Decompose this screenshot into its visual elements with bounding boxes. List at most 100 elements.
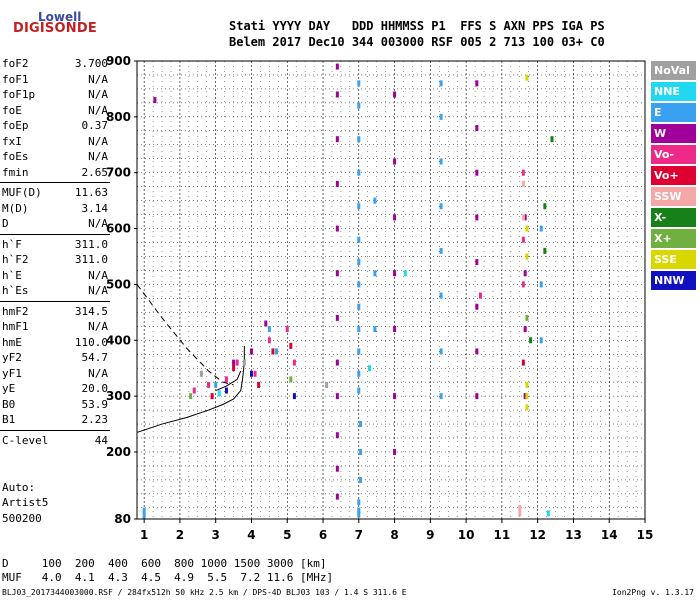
echo-point xyxy=(199,370,203,377)
echo-points xyxy=(142,63,554,520)
legend-item-noval: NoVal xyxy=(651,61,696,80)
plot-frame xyxy=(136,60,646,520)
echo-point xyxy=(475,214,479,221)
x-tick-label: 11 xyxy=(494,528,511,542)
echo-point xyxy=(335,63,339,70)
echo-point xyxy=(267,337,271,344)
y-tick-label: 800 xyxy=(106,110,131,124)
param-row: foF2 3.700 xyxy=(2,57,108,71)
echo-point xyxy=(521,236,525,243)
echo-point xyxy=(439,393,443,400)
echo-point xyxy=(207,381,211,388)
echo-point xyxy=(373,197,377,204)
echo-point xyxy=(217,390,221,397)
echo-point xyxy=(523,326,527,333)
echo-point xyxy=(439,203,443,210)
y-tick-labels: 80 200 300 400 500 600 700 800 900 xyxy=(106,54,137,526)
param-row: B1 2.23 xyxy=(2,413,108,427)
param-row: MUF(D) 11.63 xyxy=(2,186,108,200)
echo-point xyxy=(335,270,339,277)
param-value: 3.14 xyxy=(81,201,109,215)
echo-point xyxy=(439,247,443,254)
echo-point xyxy=(393,270,397,277)
param-name: foF1p xyxy=(2,88,36,101)
echo-point xyxy=(525,253,529,260)
param-name: foEp xyxy=(2,119,29,132)
param-name: h`E xyxy=(2,268,22,282)
echo-point xyxy=(475,259,479,266)
param-value: N/A xyxy=(88,366,108,380)
param-separator xyxy=(0,233,110,235)
param-name: foF2 xyxy=(2,57,29,70)
echo-point xyxy=(142,507,146,514)
echo-point xyxy=(359,421,363,428)
echo-point xyxy=(335,180,339,187)
echo-point xyxy=(289,376,293,383)
echo-point xyxy=(275,348,279,355)
echo-point xyxy=(189,393,193,400)
param-row: fmin 2.65 xyxy=(2,166,108,180)
echo-point xyxy=(475,303,479,310)
param-row: yF2 54.7 xyxy=(2,351,108,365)
echo-point xyxy=(521,359,525,366)
echo-point xyxy=(335,91,339,98)
echo-point xyxy=(439,292,443,299)
echo-point xyxy=(546,510,550,517)
param-name: foF1 xyxy=(2,72,29,86)
chart-grid xyxy=(137,61,645,519)
echo-point xyxy=(142,513,146,520)
echo-point xyxy=(357,370,361,377)
param-name: foE xyxy=(2,103,22,117)
echo-point xyxy=(357,259,361,266)
echo-point xyxy=(335,136,339,143)
echo-point xyxy=(235,359,239,366)
echo-point xyxy=(373,270,377,277)
echo-point xyxy=(357,102,361,109)
param-name: B1 xyxy=(2,413,16,426)
echo-point xyxy=(525,381,529,388)
echo-point xyxy=(539,337,543,344)
echo-point xyxy=(325,381,329,388)
param-value: 2.65 xyxy=(81,165,109,179)
param-value: N/A xyxy=(88,72,108,86)
echo-point xyxy=(192,387,196,394)
y-tick-label: 300 xyxy=(106,389,131,403)
header-line-1: Stati YYYY DAY DDD HHMMSS P1 FFS S AXN P… xyxy=(229,19,605,33)
param-row: foF1 N/A xyxy=(2,73,108,87)
echo-point xyxy=(393,91,397,98)
param-row: B0 53.9 xyxy=(2,398,108,412)
echo-point xyxy=(373,326,377,333)
echo-point xyxy=(335,465,339,472)
param-name: D xyxy=(2,217,9,230)
echo-point xyxy=(518,510,522,517)
echo-point xyxy=(249,370,253,377)
auto-label: Auto: xyxy=(2,481,36,494)
echo-point xyxy=(525,393,529,400)
echo-point xyxy=(543,203,547,210)
d-scale-line: D 100 200 400 600 800 1000 1500 3000 [km… xyxy=(2,557,327,570)
x-tick-label: 15 xyxy=(637,528,654,542)
echo-point xyxy=(475,80,479,87)
echo-point xyxy=(475,125,479,132)
echo-point xyxy=(232,365,236,372)
echo-point xyxy=(439,113,443,120)
legend-item-x-: X+ xyxy=(651,229,696,248)
legend-item-e: E xyxy=(651,103,696,122)
legend-item-w: W xyxy=(651,124,696,143)
legend-item-x-: X- xyxy=(651,208,696,227)
header-line-2: Belem 2017 Dec10 344 003000 RSF 005 2 71… xyxy=(229,35,605,49)
param-row: hmF2 314.5 xyxy=(2,305,108,319)
echo-point xyxy=(439,348,443,355)
legend-item-nnw: NNW xyxy=(651,271,696,290)
param-row: C-level 44 xyxy=(2,434,108,448)
param-name: fxI xyxy=(2,134,22,148)
param-name: yF1 xyxy=(2,366,22,380)
param-value: 2.23 xyxy=(81,413,109,426)
param-row: foEs N/A xyxy=(2,150,108,164)
param-row: foE N/A xyxy=(2,104,108,118)
echo-point xyxy=(393,393,397,400)
param-row: h`Es N/A xyxy=(2,284,108,298)
param-value: 314.5 xyxy=(74,304,108,318)
echo-point xyxy=(357,348,361,355)
echo-point xyxy=(521,169,525,176)
